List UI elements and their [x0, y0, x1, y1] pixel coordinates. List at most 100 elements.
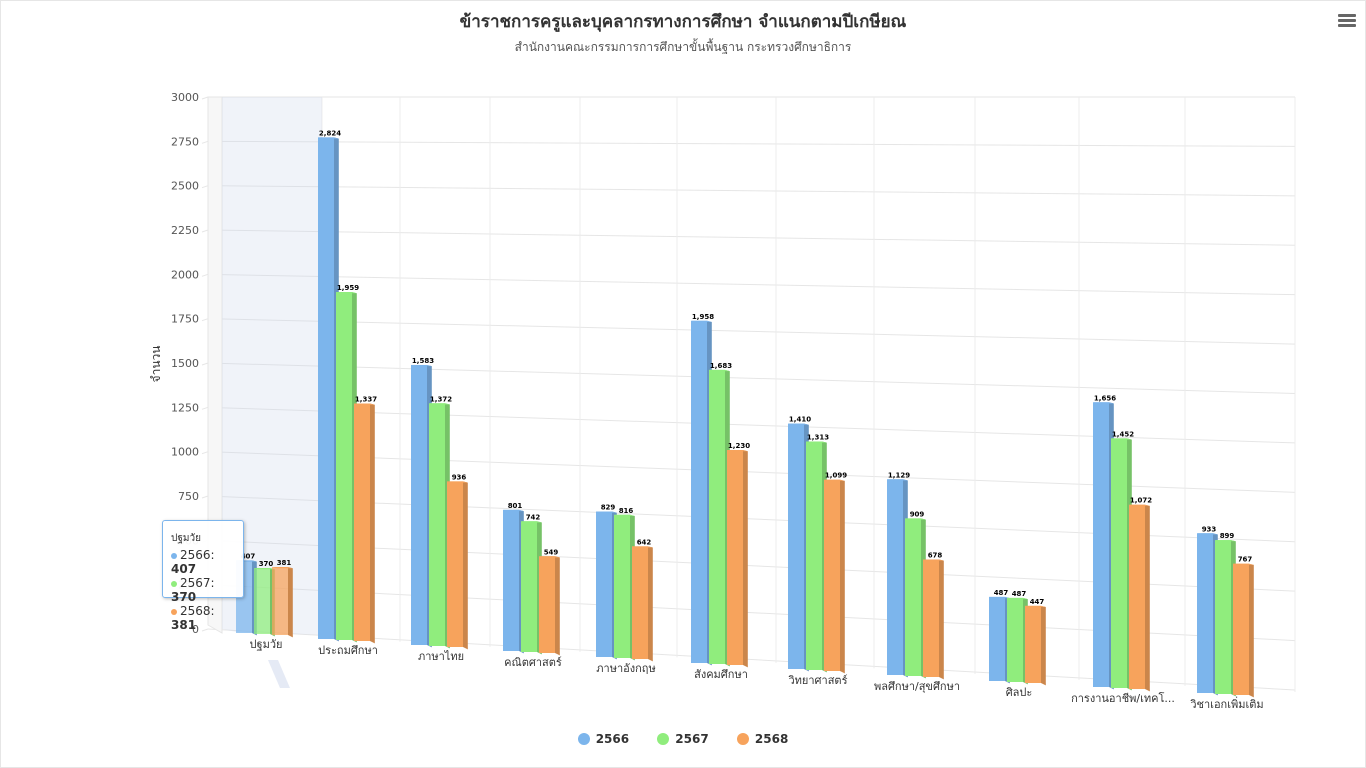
- grid-line: [207, 185, 1296, 197]
- bar-front: [905, 518, 921, 676]
- x-tick-label: การงานอาชีพ/เทคโ...: [1071, 691, 1175, 705]
- data-label: 1,099: [825, 472, 847, 480]
- bar-2567: [521, 521, 542, 655]
- bar-2568: [1129, 504, 1150, 692]
- bar-front: [254, 568, 270, 634]
- data-label: 1,129: [888, 471, 910, 479]
- x-tick-label: พลศึกษา/สุขศึกษา: [874, 680, 960, 693]
- bar-2568: [923, 559, 944, 680]
- data-label: 487: [1012, 590, 1027, 598]
- highlight-floor: [268, 660, 290, 688]
- bar-2568: [632, 546, 653, 662]
- y-tick-label: 1000: [171, 446, 199, 459]
- bar-front: [447, 481, 463, 647]
- bar-front: [411, 364, 427, 645]
- bar-2567: [1007, 597, 1028, 685]
- data-label: 742: [526, 513, 541, 521]
- data-label: 936: [452, 473, 467, 481]
- bar-side: [939, 559, 944, 680]
- bar-front: [429, 403, 445, 646]
- bar-front: [1093, 402, 1109, 687]
- legend-item-2567[interactable]: 2567: [657, 732, 709, 746]
- bar-2566: [503, 509, 524, 654]
- bar-front: [318, 137, 334, 639]
- bar-front: [272, 567, 288, 635]
- grid-line: [207, 140, 1296, 147]
- bar-front: [691, 320, 707, 663]
- bar-2566: [1197, 533, 1218, 696]
- data-label: 1,230: [728, 442, 750, 450]
- bar-front: [596, 511, 612, 657]
- x-tick-label: ภาษาอังกฤษ: [596, 662, 655, 675]
- y-axis-title: จำนวน: [149, 346, 163, 383]
- hamburger-menu-icon[interactable]: [1338, 14, 1356, 28]
- data-label: 1,958: [692, 313, 714, 321]
- series-dot-icon: [171, 608, 177, 615]
- series-dot-icon: [171, 552, 177, 559]
- y-axis: 0250500750100012501500175020002250250027…: [149, 91, 199, 636]
- bar-2567: [336, 292, 357, 643]
- data-label: 1,072: [1130, 497, 1152, 505]
- bar-front: [727, 450, 743, 665]
- data-label: 487: [994, 589, 1009, 597]
- data-label: 899: [1220, 532, 1235, 540]
- bar-side: [463, 481, 468, 650]
- legend-dot-icon: [657, 733, 670, 745]
- bar-2568: [824, 479, 845, 674]
- grid-line: [207, 229, 1296, 246]
- bar-2566: [318, 137, 339, 642]
- highlight-band: [222, 97, 322, 635]
- y-tick-label: 2250: [171, 224, 199, 237]
- grid-line-side: [201, 318, 209, 322]
- bar-2566: [691, 320, 712, 666]
- bar-front: [1215, 540, 1231, 694]
- data-label: 2,824: [319, 129, 341, 137]
- bar-front: [539, 556, 555, 653]
- data-label: 549: [544, 548, 559, 556]
- x-axis: ปฐมวัย ประถมศึกษา ภาษาไทย คณิตศาสตร์ ภาษาอัง…: [250, 638, 1264, 711]
- bar-2566: [1093, 402, 1114, 690]
- data-label: 1,959: [337, 284, 359, 292]
- legend-item-2568[interactable]: 2568: [736, 732, 788, 746]
- bar-front: [1025, 605, 1041, 683]
- data-label: 370: [259, 560, 274, 568]
- tooltip-row-2568: 2568: 381: [171, 604, 215, 632]
- grid-line: [207, 273, 1296, 296]
- bar-2567: [614, 514, 635, 661]
- bar-2567: [429, 403, 450, 649]
- bar-front: [788, 423, 804, 669]
- bar-front: [709, 369, 725, 664]
- bar-2568: [354, 403, 375, 644]
- bar-2566: [788, 423, 809, 672]
- data-label: 829: [601, 504, 616, 512]
- bar-front: [632, 546, 648, 659]
- data-label: 909: [910, 510, 925, 518]
- legend-item-2566[interactable]: 2566: [577, 732, 629, 746]
- grid-line-side: [201, 362, 209, 366]
- grid-line-side: [201, 229, 209, 233]
- bar-front: [824, 479, 840, 671]
- bar-2567: [806, 441, 827, 673]
- data-label: 1,656: [1094, 394, 1116, 402]
- data-label: 381: [277, 559, 292, 567]
- bar-2567: [1215, 540, 1236, 697]
- chart-subtitle: สำนักงานคณะกรรมการการศึกษาขั้นพื้นฐาน กร…: [514, 40, 852, 54]
- bar-2568: [1233, 563, 1254, 698]
- data-label: 816: [619, 507, 634, 515]
- data-label: 1,313: [807, 433, 829, 441]
- bar-front: [1007, 597, 1023, 682]
- grid-line-side: [201, 185, 209, 189]
- data-label: 1,372: [430, 395, 452, 403]
- grid-line-side: [201, 495, 209, 499]
- legend-dot-icon: [577, 733, 590, 745]
- bar-side: [288, 567, 293, 638]
- y-tick-label: 750: [178, 490, 199, 503]
- data-label: 642: [637, 538, 652, 546]
- data-label: 1,452: [1112, 430, 1134, 438]
- x-tick-label: วิชาเอกเพิ่มเติม: [1190, 696, 1264, 711]
- x-tick-label: ศิลปะ: [1006, 686, 1033, 699]
- x-tick-label: สังคมศึกษา: [694, 668, 748, 681]
- chart-title: ข้าราชการครูและบุคลากรทางการศึกษา จำแนกต…: [459, 12, 907, 32]
